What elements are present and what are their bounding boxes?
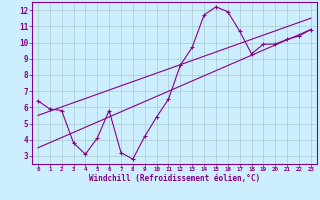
X-axis label: Windchill (Refroidissement éolien,°C): Windchill (Refroidissement éolien,°C) [89,174,260,183]
